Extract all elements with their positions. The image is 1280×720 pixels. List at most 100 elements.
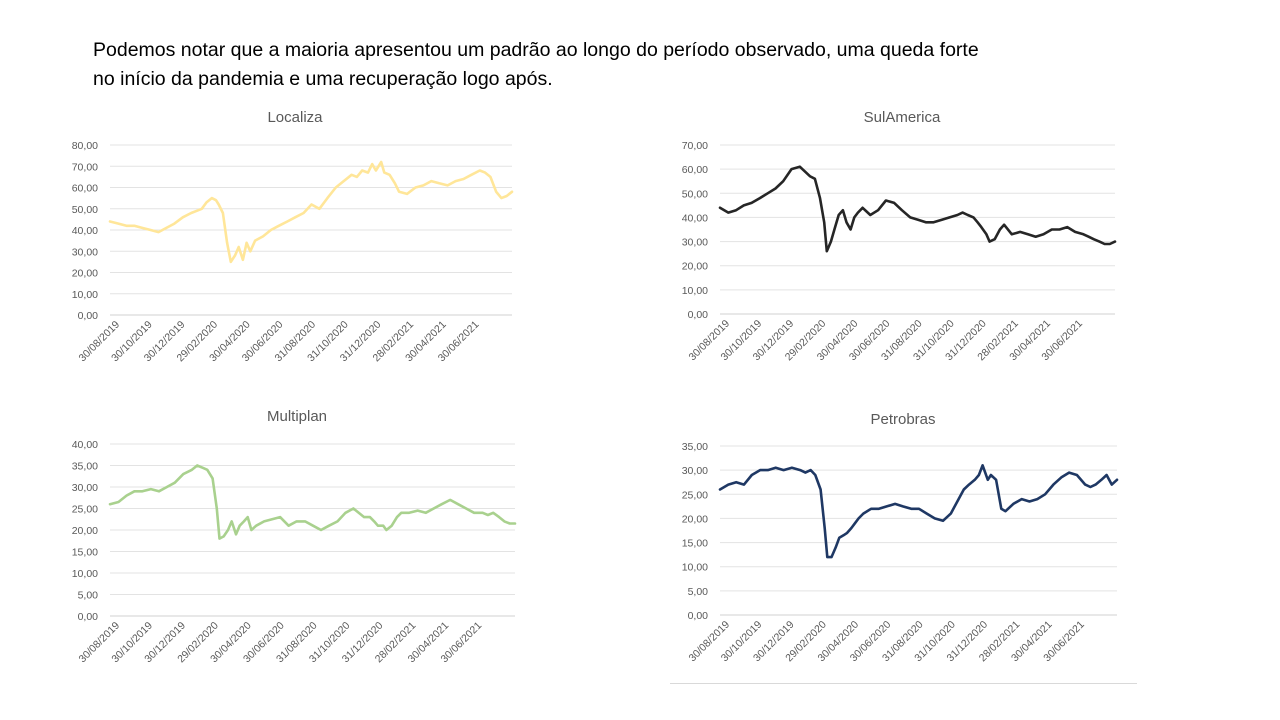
localiza-ytick-label: 30,00 (72, 246, 98, 258)
petrobras-ytick-label: 25,00 (682, 489, 708, 501)
multiplan-data-point (166, 486, 168, 488)
sulamerica-data-point (814, 177, 816, 180)
localiza-data-point (342, 180, 345, 182)
sulamerica-ytick-label: 40,00 (682, 212, 708, 224)
multiplan-data-point (440, 503, 443, 506)
multiplan-data-point (336, 520, 339, 523)
multiplan-data-point (369, 516, 371, 518)
petrobras-data-point (782, 469, 785, 471)
localiza-data-point (398, 190, 400, 193)
multiplan-data-point (235, 533, 237, 536)
localiza-data-point (500, 197, 503, 199)
sulamerica-data-point (1027, 233, 1029, 236)
localiza-data-point (495, 190, 498, 193)
multiplan-data-point (396, 516, 398, 518)
multiplan-ytick-label: 0,00 (78, 611, 99, 623)
localiza-data-point (190, 212, 193, 214)
multiplan-ytick-label: 35,00 (72, 461, 98, 473)
chart-sulamerica: SulAmerica 0,00 10,00 20,00 30,00 40,00 50,00 6… (670, 100, 1140, 390)
petrobras-data-point (846, 532, 848, 534)
multiplan-data-point (400, 511, 403, 514)
localiza-data-point (446, 184, 449, 187)
multiplan-data-point (230, 520, 233, 523)
multiplan-data-point (173, 481, 176, 484)
multiplan-data-point (449, 499, 452, 501)
sulamerica-data-point (1098, 240, 1101, 243)
sulamerica-data-point (1050, 228, 1053, 231)
sulamerica-data-point (853, 216, 856, 219)
sulamerica-data-point (1087, 235, 1090, 238)
localiza-data-point (234, 254, 236, 257)
multiplan-data-point (390, 524, 393, 527)
localiza-data-point (195, 210, 198, 212)
multiplan-data-point (465, 507, 467, 510)
localiza-data-point (470, 173, 473, 176)
sulamerica-ytick-label: 10,00 (682, 285, 708, 297)
petrobras-data-point (1094, 483, 1097, 486)
sulamerica-data-point (798, 165, 801, 168)
multiplan-data-point (373, 520, 376, 523)
multiplan-data-point (304, 520, 306, 523)
petrobras-data-point (809, 469, 812, 471)
petrobras-data-point (857, 517, 860, 520)
multiplan-ytick-label: 5,00 (78, 590, 99, 602)
sulamerica-data-point (988, 240, 991, 243)
petrobras-data-point (830, 556, 833, 558)
sulamerica-data-point (901, 209, 903, 212)
sulamerica-data-point (774, 187, 777, 190)
multiplan-ytick-label: 25,00 (72, 504, 98, 516)
sulamerica-data-point (837, 214, 840, 216)
petrobras-data-point (962, 488, 965, 491)
sulamerica-data-point (976, 221, 979, 224)
petrobras-data-point (933, 517, 936, 520)
sulamerica-data-point (1010, 233, 1013, 236)
multiplan-data-point (287, 524, 290, 527)
localiza-data-point (318, 207, 321, 210)
localiza-data-point (277, 224, 280, 227)
sulamerica-data-point (877, 209, 879, 212)
petrobras-data-point (735, 481, 738, 484)
sulamerica-data-point (750, 202, 753, 204)
multiplan-data-point (457, 503, 459, 506)
sulamerica-data-point (782, 180, 785, 183)
petrobras-data-point (957, 498, 960, 500)
sulamerica-data-point (1074, 231, 1076, 233)
petrobras-data-point (1110, 483, 1113, 486)
petrobras-data-point (727, 483, 730, 486)
sulamerica-data-point (842, 209, 844, 212)
petrobras-data-point (902, 505, 904, 508)
multiplan-data-point (243, 520, 245, 523)
sulamerica-ytick-label: 20,00 (682, 261, 708, 273)
localiza-data-point (249, 250, 252, 253)
sulamerica-data-point (932, 221, 935, 224)
petrobras-data-point (719, 488, 721, 491)
multiplan-data-point (133, 490, 136, 493)
multiplan-data-point (295, 520, 298, 523)
sulamerica-data-point (804, 170, 806, 173)
petrobras-data-point (968, 483, 970, 486)
petrobras-data-point (1068, 471, 1070, 474)
chart-localiza-svg: Localiza 0,00 10,00 20,00 30,00 40,00 50,00 60,… (72, 109, 514, 364)
localiza-data-point (489, 176, 492, 178)
petrobras-data-point (973, 478, 976, 481)
sulamerica-ytick-label: 30,00 (682, 237, 708, 249)
sulamerica-data-point (727, 211, 730, 214)
localiza-data-point (414, 186, 417, 189)
sulamerica-data-point (823, 221, 826, 224)
localiza-data-point (200, 207, 203, 210)
localiza-data-point (226, 241, 229, 244)
petrobras-data-point (814, 474, 817, 476)
multiplan-data-point (125, 494, 128, 497)
multiplan-data-point (158, 490, 160, 493)
petrobras-data-point (942, 519, 944, 522)
sulamerica-data-point (1034, 235, 1037, 238)
petrobras-data-point (804, 471, 807, 474)
petrobras-data-point (1036, 498, 1039, 500)
sulamerica-data-point (1019, 231, 1021, 233)
localiza-data-point (388, 173, 391, 176)
petrobras-data-point (981, 464, 984, 467)
localiza-data-point (478, 169, 481, 172)
sulamerica-data-point (941, 218, 943, 221)
localiza-data-point (334, 186, 337, 189)
localiza-data-point (109, 220, 111, 223)
